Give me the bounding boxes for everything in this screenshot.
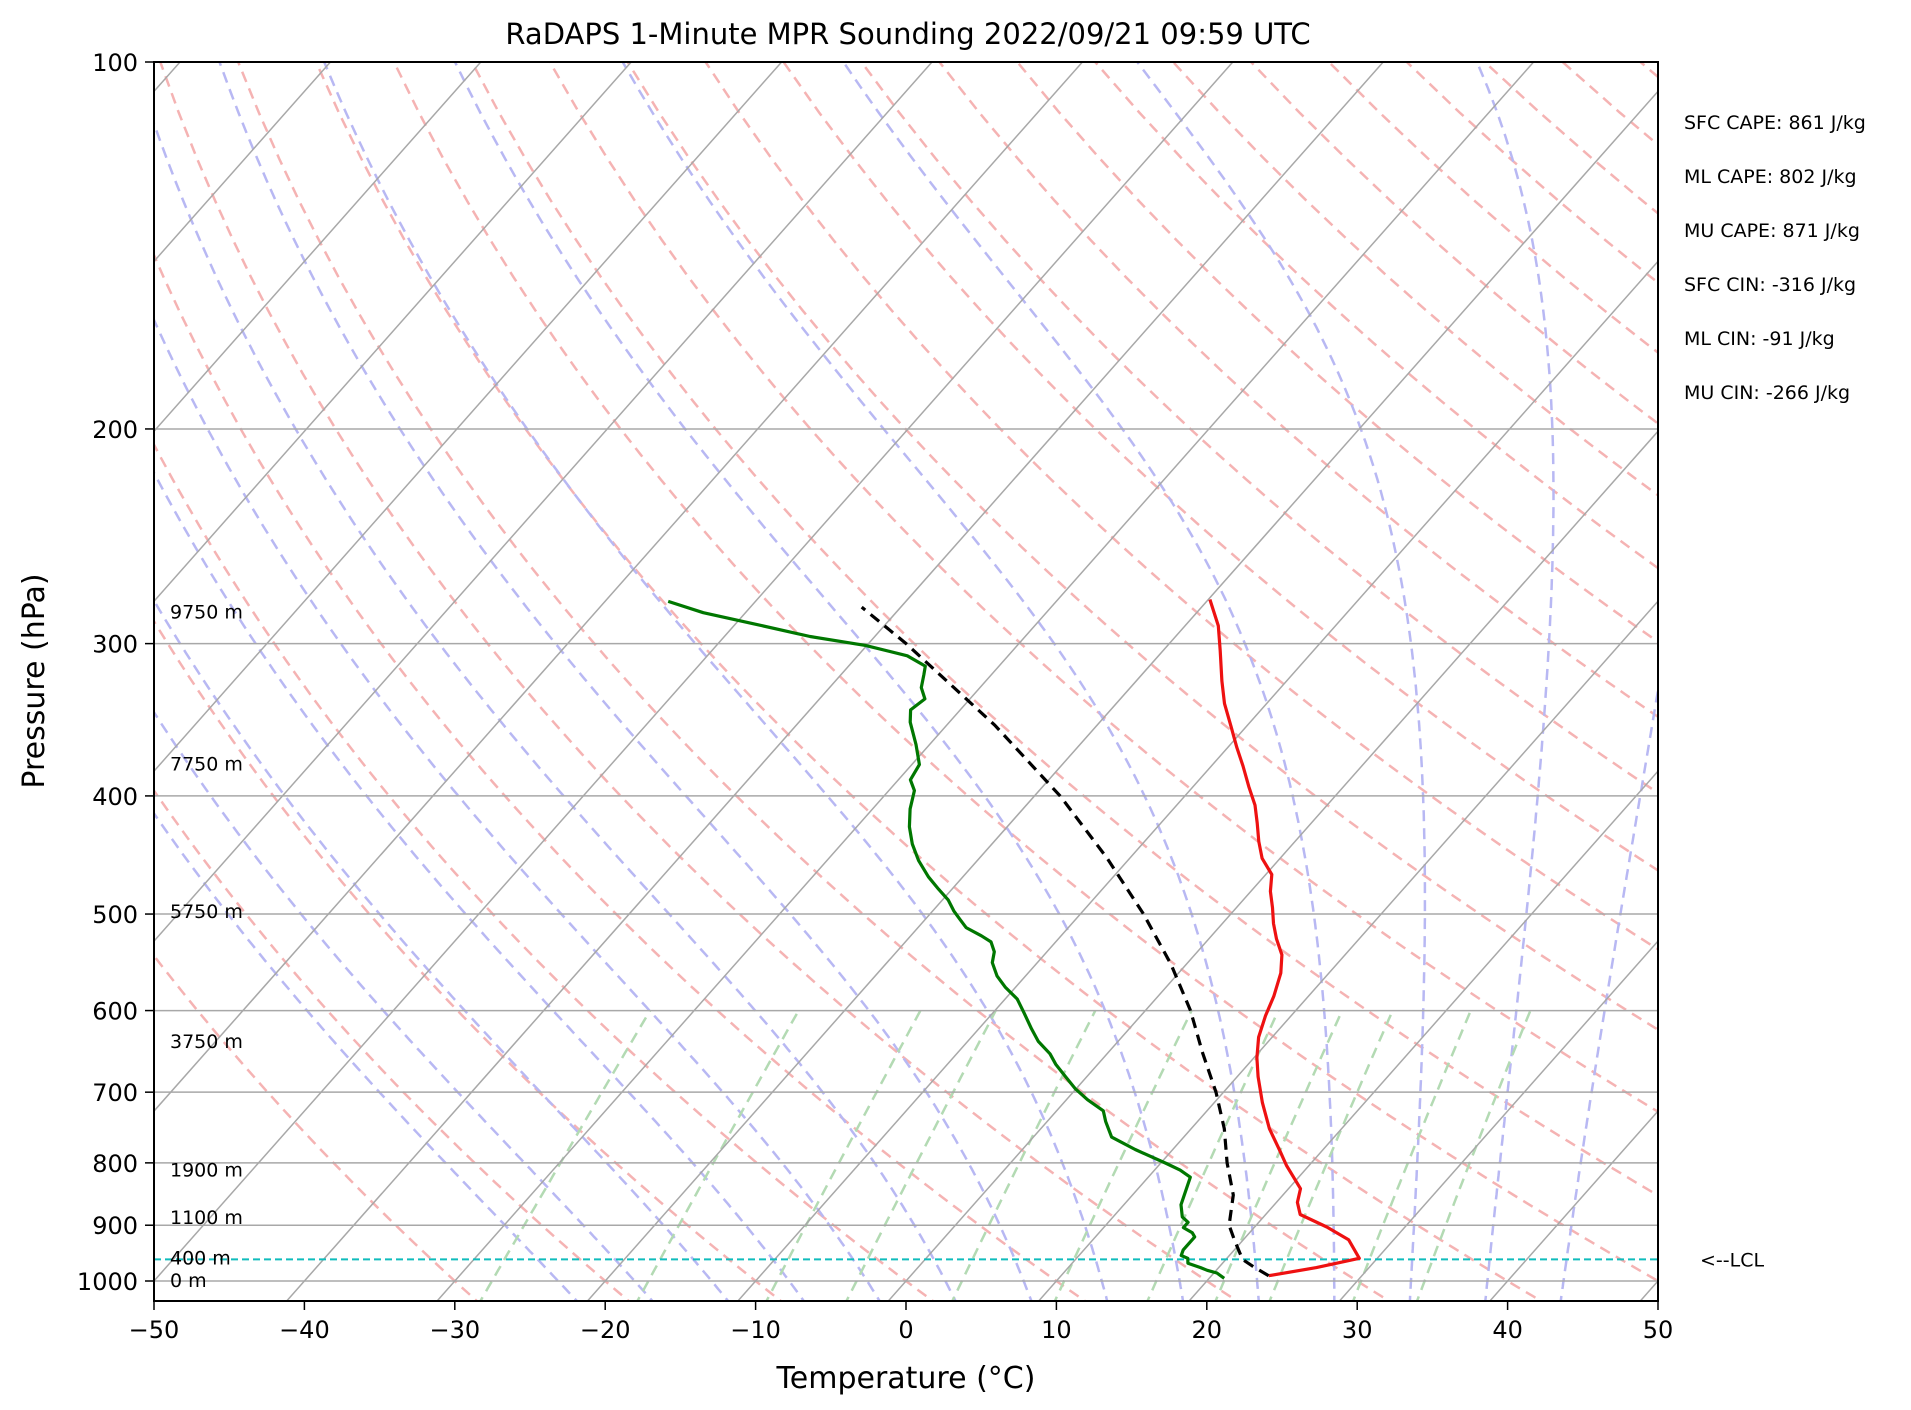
- x-tick-label: −50: [129, 1316, 180, 1344]
- isotherm-line: [1034, 62, 1911, 1307]
- y-tick-label: 400: [92, 783, 138, 811]
- stat-annotation: SFC CAPE: 861 J/kg: [1684, 112, 1866, 134]
- x-tick-label: −20: [580, 1316, 631, 1344]
- height-label: 3750 m: [170, 1031, 243, 1053]
- mixing-ratio-line: [1213, 1011, 1342, 1307]
- dry-adiabat-line: [5, 62, 941, 1307]
- plot-frame: [154, 62, 1658, 1301]
- isotherm-line: [432, 62, 1534, 1307]
- height-label: 0 m: [170, 1270, 207, 1292]
- dry-adiabat-line: [0, 62, 788, 1307]
- isotherm-line: [131, 62, 1233, 1307]
- moist-adiabat-line: [324, 62, 1108, 1307]
- isotherm-line: [1635, 62, 1911, 1307]
- dry-adiabat-line: [1796, 62, 1911, 1307]
- y-tick-label: 700: [92, 1079, 138, 1107]
- stat-annotation: ML CIN: -91 J/kg: [1684, 328, 1835, 350]
- height-label: 5750 m: [170, 901, 243, 923]
- dry-adiabat-line: [1485, 62, 1911, 1307]
- x-tick-label: 20: [1192, 1316, 1223, 1344]
- dry-adiabat-line: [0, 62, 636, 1307]
- moist-adiabat-line: [623, 62, 1259, 1307]
- dry-adiabat-line: [316, 62, 1551, 1307]
- isotherm-line: [0, 62, 782, 1307]
- y-axis-ticks: 1000 900 800 700 600 500 400 300 200 100: [77, 49, 154, 1296]
- dry-adiabat-line: [784, 62, 1911, 1307]
- x-tick-label: 50: [1643, 1316, 1674, 1344]
- moist-adiabat-line: [134, 62, 959, 1307]
- y-tick-label: 1000: [77, 1268, 138, 1296]
- y-tick-label: 500: [92, 901, 138, 929]
- stats-annotations: SFC CAPE: 861 J/kg ML CAPE: 802 J/kg MU CA…: [1684, 112, 1866, 404]
- moist-adiabat-line: [1560, 62, 1735, 1307]
- y-tick-label: 300: [92, 631, 138, 659]
- pressure-grid: [154, 62, 1658, 1281]
- dry-adiabat-line: [1641, 62, 1911, 1307]
- x-tick-label: −10: [730, 1316, 781, 1344]
- dry-adiabat-line: [1563, 62, 1911, 1307]
- y-tick-label: 600: [92, 998, 138, 1026]
- height-label: 400 m: [170, 1247, 231, 1269]
- moist-adiabat-line: [0, 62, 733, 1307]
- y-tick-label: 800: [92, 1150, 138, 1178]
- y-tick-label: 100: [92, 49, 138, 77]
- x-axis-label: Temperature (°C): [776, 1361, 1036, 1396]
- moist-adiabat-line: [1477, 62, 1554, 1307]
- isotherm-line: [883, 62, 1911, 1307]
- dry-adiabat-line: [82, 62, 1093, 1307]
- isotherm-line: [0, 62, 1082, 1307]
- dry-adiabat-line: [1718, 62, 1911, 1307]
- dry-adiabat-line: [706, 62, 1911, 1307]
- dry-adiabat-line: [861, 62, 1911, 1307]
- x-tick-label: 10: [1041, 1316, 1072, 1344]
- x-tick-label: 0: [898, 1316, 913, 1344]
- y-axis-label: Pressure (hPa): [17, 573, 52, 788]
- chart-title: RaDAPS 1-Minute MPR Sounding 2022/09/21 …: [505, 17, 1310, 51]
- parcel-profile-line: [862, 607, 1269, 1276]
- dry-adiabat-line: [1329, 62, 1911, 1307]
- height-label: 9750 m: [170, 602, 243, 624]
- dry-adiabat-line: [1017, 62, 1911, 1307]
- isotherm-line: [1485, 62, 1911, 1307]
- lcl-label: <--LCL: [1700, 1249, 1764, 1271]
- moist-adiabat-line: [220, 62, 1034, 1307]
- x-tick-label: 40: [1492, 1316, 1523, 1344]
- y-tick-label: 900: [92, 1212, 138, 1240]
- temperature-profile-line: [1210, 600, 1359, 1276]
- y-tick-label: 200: [92, 416, 138, 444]
- mixing-ratio-line: [764, 1011, 921, 1307]
- x-axis-ticks: −50 −40 −30 −20 −10 0 10 20 30 40 50: [129, 1301, 1674, 1344]
- height-label: 1900 m: [170, 1160, 243, 1182]
- isotherm-line: [582, 62, 1684, 1307]
- stat-annotation: SFC CIN: -316 J/kg: [1684, 274, 1856, 296]
- isotherm-line: [282, 62, 1384, 1307]
- moist-adiabat-line: [1137, 62, 1425, 1307]
- x-tick-label: −40: [279, 1316, 330, 1344]
- height-label: 7750 m: [170, 754, 243, 776]
- isotherm-line: [733, 62, 1835, 1307]
- dry-adiabat-line: [628, 62, 1911, 1307]
- stat-annotation: MU CAPE: 871 J/kg: [1684, 220, 1860, 242]
- x-tick-label: −30: [429, 1316, 480, 1344]
- isotherm-line: [1334, 62, 1911, 1307]
- mixing-ratio-line: [844, 1011, 996, 1307]
- dry-adiabat-line: [550, 62, 1911, 1307]
- background-lines: [0, 62, 1911, 1307]
- stat-annotation: ML CAPE: 802 J/kg: [1684, 166, 1857, 188]
- dry-adiabat-line: [472, 62, 1856, 1307]
- moist-adiabat-line: [455, 62, 1184, 1307]
- height-label: 1100 m: [170, 1207, 243, 1229]
- stat-annotation: MU CIN: -266 J/kg: [1684, 382, 1850, 404]
- x-tick-label: 30: [1342, 1316, 1373, 1344]
